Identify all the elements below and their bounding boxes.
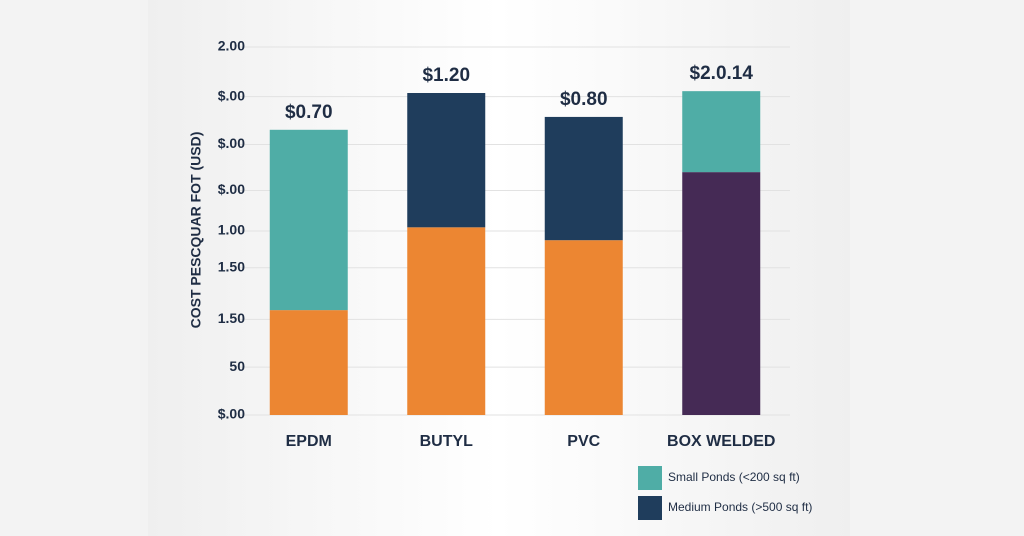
y-tick-label: 1.50 [218,310,245,326]
y-tick-label: 1.00 [218,222,245,238]
total-label: $2.0.14 [690,63,754,84]
x-tick-label: BOX WELDED [667,433,775,450]
x-tick-label: EPDM [286,433,332,450]
y-tick-label: 1.50 [218,259,245,275]
total-label: $1.20 [422,65,470,86]
total-label: $0.70 [285,102,333,123]
bar-segment [682,91,761,173]
bar-segment [407,227,486,415]
bar-segment [269,129,348,311]
y-tick-label: 50 [229,358,245,374]
bar-segment [682,172,761,415]
y-tick-label: $.00 [218,87,245,103]
legend-swatch [638,466,662,490]
x-tick-label: BUTYL [420,433,474,450]
y-tick-label: $.00 [218,135,245,151]
y-tick-label: $.00 [218,406,245,422]
legend-label: Medium Ponds (>500 sq ft) [668,500,812,514]
y-axis-title: COST PESCQUAR FOT (USD) [188,132,204,329]
x-tick-label: PVC [567,433,600,450]
bar-segment [269,310,348,415]
y-tick-label: 2.00 [218,38,245,54]
bar-segment [544,116,623,241]
legend-swatch [638,496,662,520]
bar-segment [407,93,486,228]
y-tick-label: $.00 [218,181,245,197]
legend-label: Small Ponds (<200 sq ft) [668,470,800,484]
total-label: $0.80 [560,89,608,110]
bar-segment [544,240,623,415]
